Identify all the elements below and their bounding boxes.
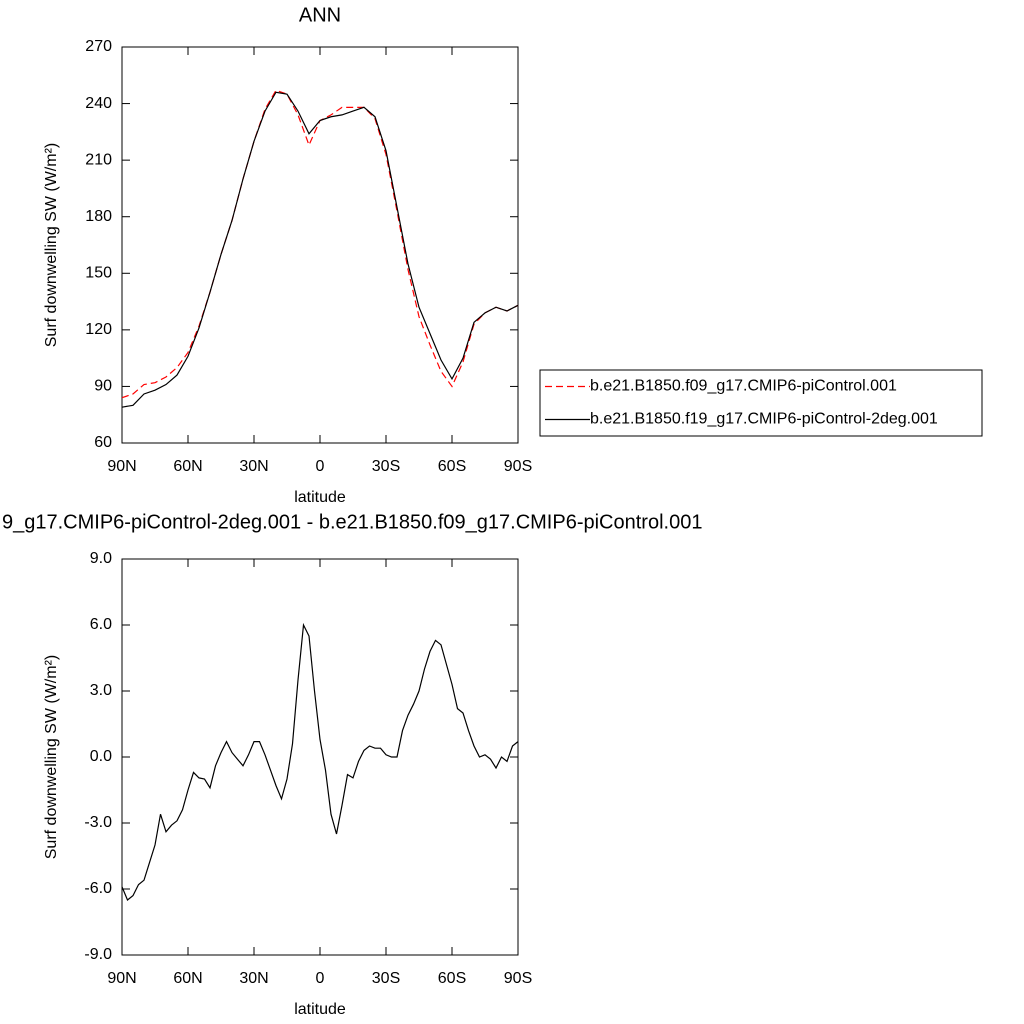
y-tick-label: 240 [85,95,112,112]
x-tick-label: 0 [316,970,325,987]
x-tick-label: 60N [173,970,202,987]
x-tick-label: 60N [173,458,202,475]
y-tick-label: 6.0 [90,616,112,633]
data-line [121,91,519,408]
y-tick-label: 120 [85,321,112,338]
y-tick-label: -9.0 [84,946,112,963]
data-line [121,622,519,901]
legend-label: b.e21.B1850.f19_g17.CMIP6-piControl-2deg… [590,411,938,428]
legend-box [539,369,983,437]
data-line [121,89,519,399]
chart-title: 9_g17.CMIP6-piControl-2deg.001 - b.e21.B… [2,511,702,533]
y-tick-label: 150 [85,265,112,282]
y-tick-label: 60 [94,434,112,451]
y-tick-label: -6.0 [84,880,112,897]
x-tick-label: 30N [239,970,268,987]
y-tick-label: 90 [94,378,112,395]
y-tick-label: -3.0 [84,814,112,831]
x-tick-label: 30S [372,458,400,475]
x-tick-label: 90N [107,970,136,987]
chart-title: ANN [299,4,341,26]
y-axis-label: Surf downwelling SW (W/m²) [43,143,60,347]
legend-label: b.e21.B1850.f09_g17.CMIP6-piControl.001 [590,378,897,395]
y-axis-label: Surf downwelling SW (W/m²) [43,655,60,859]
y-tick-label: 180 [85,208,112,225]
x-tick-label: 30N [239,458,268,475]
x-tick-label: 90S [504,970,532,987]
y-tick-label: 3.0 [90,682,112,699]
x-tick-label: 60S [438,458,466,475]
x-tick-label: 30S [372,970,400,987]
x-axis-label: latitude [294,1001,346,1018]
x-tick-label: 0 [316,458,325,475]
x-tick-label: 60S [438,970,466,987]
plot-frame [121,46,519,444]
x-tick-label: 90S [504,458,532,475]
y-tick-label: 210 [85,151,112,168]
x-axis-label: latitude [294,489,346,506]
y-tick-label: 9.0 [90,550,112,567]
y-tick-label: 270 [85,38,112,55]
y-tick-label: 0.0 [90,748,112,765]
plot-frame [121,558,519,956]
x-tick-label: 90N [107,458,136,475]
